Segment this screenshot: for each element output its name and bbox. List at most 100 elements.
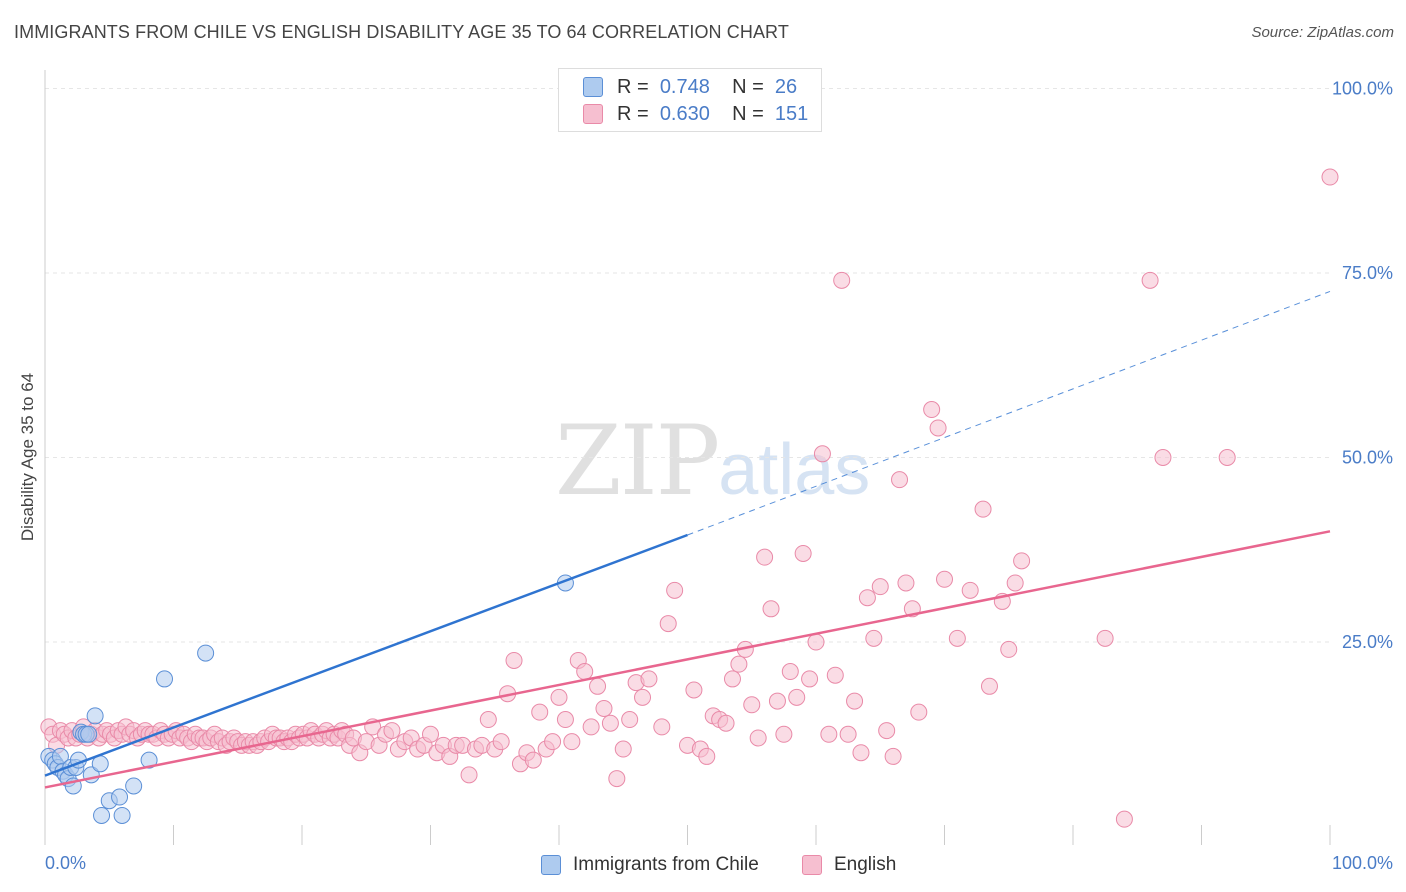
watermark-atlas: atlas (718, 430, 871, 510)
chile-point (111, 788, 129, 806)
chile-trend-line (44, 533, 688, 777)
english-point (595, 699, 613, 717)
english-point (653, 718, 671, 736)
english-point (698, 747, 716, 765)
english-point (826, 666, 844, 684)
english-point (621, 711, 639, 729)
english-point (762, 600, 780, 618)
english-point (601, 714, 619, 732)
english-point (531, 703, 549, 721)
english-point (383, 722, 401, 740)
english-point (788, 688, 806, 706)
english-point (980, 677, 998, 695)
english-point (717, 714, 735, 732)
english-point (723, 670, 741, 688)
english-point (929, 419, 947, 437)
legend-n-label: N = (732, 75, 764, 98)
english-point (563, 733, 581, 751)
english-point (807, 633, 825, 651)
correlation-legend: R = 0.748 N = 26 R = 0.630 N = 151 (558, 68, 822, 132)
english-point (961, 581, 979, 599)
english-point (1115, 810, 1133, 828)
english-point (492, 733, 510, 751)
legend-r-value: 0.748 (659, 75, 710, 98)
english-points (40, 168, 1339, 828)
series-swatch-english (802, 855, 822, 875)
chile-point (156, 670, 174, 688)
tick-labels: 25.0% 50.0% 75.0% 100.0% 0.0% 100.0% (45, 78, 1393, 873)
english-point (614, 740, 632, 758)
english-point (608, 770, 626, 788)
english-point (878, 722, 896, 740)
zipatlas-watermark: ZIPatlas (555, 405, 870, 517)
english-point (422, 725, 439, 743)
english-point (974, 500, 992, 518)
legend-n-value: 26 (774, 75, 798, 98)
english-point (730, 655, 748, 673)
english-point (505, 651, 523, 669)
english-point (1321, 168, 1339, 186)
chile-point (86, 707, 104, 725)
english-point (685, 681, 703, 699)
legend-r-value: 0.630 (659, 102, 710, 125)
english-point (910, 703, 928, 721)
series-legend-chile: Immigrants from Chile (541, 850, 759, 880)
chile-trend-extension (687, 290, 1331, 536)
series-swatch-chile (541, 855, 561, 875)
english-point (550, 688, 568, 706)
legend-r-label: R = (617, 75, 649, 98)
legend-row-chile: R = 0.748 N = 26 (583, 75, 797, 99)
legend-n-label: N = (732, 102, 764, 125)
english-point (897, 574, 915, 592)
english-point (1096, 629, 1114, 647)
chart-title: IMMIGRANTS FROM CHILE VS ENGLISH DISABIL… (14, 22, 789, 42)
english-point (1141, 271, 1159, 289)
chile-point (125, 777, 143, 795)
english-point (544, 733, 562, 751)
english-point (801, 670, 819, 688)
english-point (871, 578, 889, 596)
english-point (794, 544, 812, 562)
english-point (576, 663, 594, 681)
legend-n-value: 151 (774, 102, 809, 125)
english-point (749, 729, 767, 747)
y-tick-label: 25.0% (1342, 632, 1393, 652)
english-point (775, 725, 793, 743)
english-point (666, 581, 684, 599)
english-point (884, 747, 902, 765)
source-label: Source: ZipAtlas.com (1251, 24, 1394, 41)
legend-swatch-english (583, 104, 603, 124)
english-point (839, 725, 857, 743)
series-legend-chile-label: Immigrants from Chile (573, 854, 759, 875)
english-point (923, 401, 941, 419)
english-point (479, 711, 497, 729)
english-point (858, 589, 876, 607)
english-point (1006, 574, 1024, 592)
english-point (781, 663, 799, 681)
english-point (813, 445, 831, 463)
english-point (948, 629, 966, 647)
english-point (589, 677, 607, 695)
english-point (756, 548, 774, 566)
english-point (640, 670, 658, 688)
x-tick-label: 0.0% (45, 853, 86, 873)
grid-lines (45, 87, 1330, 643)
english-point (1000, 640, 1018, 658)
english-point (891, 471, 909, 489)
axes (44, 70, 1331, 845)
english-point (865, 629, 883, 647)
legend-row-english: R = 0.630 N = 151 (583, 102, 808, 126)
chile-points (40, 574, 574, 824)
chile-point (93, 806, 111, 824)
chile-point (113, 806, 131, 824)
series-legend-english-label: English (834, 854, 897, 875)
series-legend-english: English (802, 850, 896, 880)
watermark-zip: ZIP (555, 405, 720, 517)
chile-point (197, 644, 215, 662)
x-tick-label: 100.0% (1332, 853, 1393, 873)
english-point (634, 688, 652, 706)
chile-point (80, 725, 98, 743)
y-tick-label: 50.0% (1342, 448, 1393, 468)
y-tick-label: 75.0% (1342, 263, 1393, 283)
